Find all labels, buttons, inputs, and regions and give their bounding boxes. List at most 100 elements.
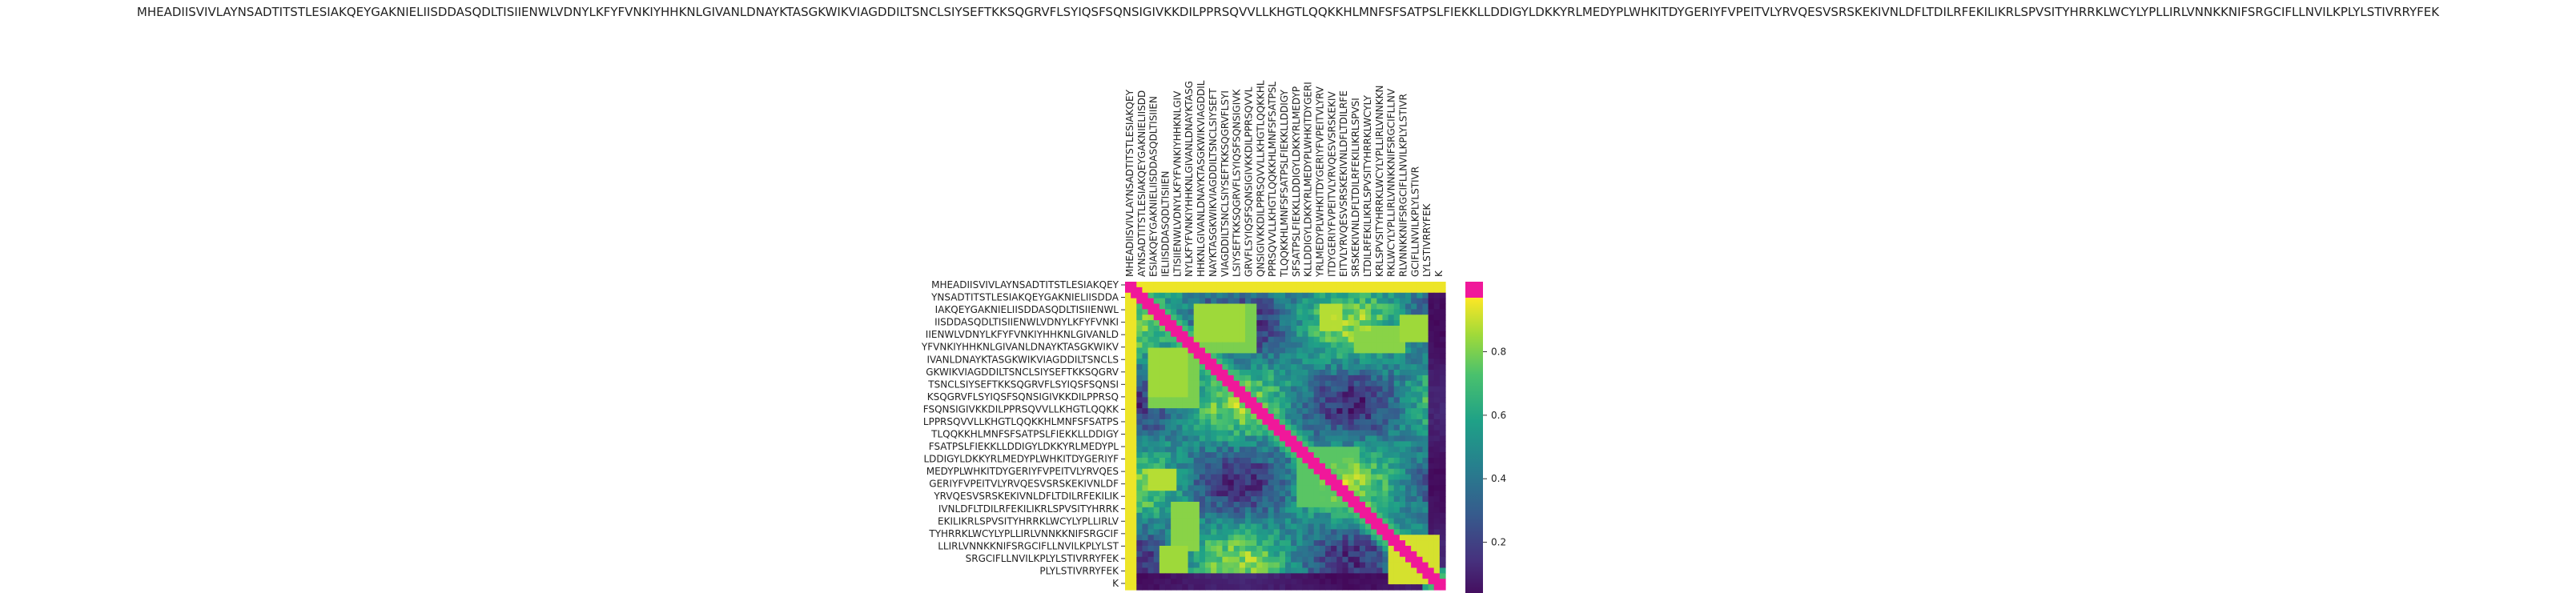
heatmap-cell (1433, 386, 1441, 393)
heatmap-cell (1136, 375, 1143, 382)
heatmap-cell (1296, 353, 1304, 359)
heatmap-cell (1336, 441, 1344, 447)
heatmap-cell (1273, 292, 1280, 299)
heatmap-cell (1342, 562, 1349, 569)
heatmap-cell (1285, 507, 1292, 514)
heatmap-cell (1211, 512, 1217, 519)
heatmap-cell (1313, 370, 1320, 376)
heatmap-cell (1211, 573, 1217, 579)
heatmap-cell (1211, 430, 1217, 437)
heatmap-cell (1433, 326, 1441, 332)
heatmap-cell (1291, 419, 1297, 426)
heatmap-cell (1125, 430, 1131, 437)
heatmap-cell (1176, 326, 1184, 332)
heatmap-cell (1142, 502, 1149, 508)
heatmap-cell (1411, 408, 1417, 415)
heatmap-cell (1228, 282, 1235, 288)
heatmap-cell (1176, 380, 1184, 387)
x-tick-label: GRVFLSYIQSFSQNSIGIVKKDILPPRSQVVL (1243, 86, 1254, 277)
heatmap-cell (1342, 397, 1349, 403)
heatmap-cell (1142, 507, 1149, 514)
heatmap-cell (1268, 414, 1275, 420)
heatmap-cell (1433, 562, 1441, 569)
heatmap-cell (1348, 447, 1355, 453)
heatmap-cell (1433, 523, 1441, 530)
heatmap-cell (1176, 320, 1184, 327)
heatmap-cell (1313, 468, 1320, 475)
heatmap-cell (1336, 463, 1344, 470)
heatmap-cell (1376, 364, 1384, 371)
heatmap-cell (1193, 502, 1200, 508)
heatmap-cell (1359, 331, 1366, 338)
heatmap-cell (1171, 556, 1177, 563)
heatmap-cell (1405, 364, 1412, 371)
heatmap-cell (1336, 347, 1344, 354)
heatmap-cell (1296, 364, 1304, 371)
heatmap-cell (1422, 408, 1429, 415)
heatmap-cell (1222, 540, 1229, 547)
heatmap-cell (1159, 424, 1166, 431)
heatmap-cell (1142, 303, 1149, 310)
heatmap-cell (1125, 474, 1131, 481)
heatmap-cell (1331, 364, 1337, 371)
heatmap-cell (1142, 573, 1149, 579)
heatmap-cell (1393, 370, 1401, 376)
heatmap-cell (1336, 419, 1344, 426)
heatmap-cell (1176, 286, 1184, 294)
heatmap-cell (1199, 414, 1206, 420)
heatmap-cell (1188, 579, 1195, 585)
heatmap-cell (1348, 512, 1355, 519)
heatmap-cell (1147, 414, 1155, 420)
heatmap-cell (1193, 479, 1200, 486)
heatmap-cell (1268, 529, 1275, 535)
heatmap-cell (1273, 331, 1280, 338)
heatmap-cell (1205, 359, 1212, 365)
heatmap-cell (1245, 485, 1252, 491)
heatmap-cell (1125, 452, 1131, 459)
heatmap-cell (1171, 347, 1177, 354)
heatmap-cell (1188, 298, 1195, 305)
heatmap-cell (1313, 326, 1320, 332)
heatmap-cell (1348, 298, 1355, 305)
heatmap-cell (1153, 556, 1160, 563)
heatmap-cell (1142, 380, 1149, 387)
heatmap-cell (1359, 282, 1366, 288)
heatmap-cell (1302, 430, 1309, 437)
heatmap-cell (1353, 386, 1360, 393)
heatmap-cell (1251, 403, 1257, 409)
heatmap-cell (1302, 518, 1309, 525)
heatmap-cell (1199, 375, 1206, 382)
heatmap-cell (1176, 447, 1184, 453)
heatmap-cell (1393, 452, 1401, 459)
heatmap-cell (1142, 567, 1149, 574)
heatmap-cell (1165, 414, 1171, 420)
heatmap-cell (1131, 353, 1137, 359)
heatmap-cell (1388, 452, 1395, 459)
heatmap-cell (1342, 419, 1349, 426)
heatmap-cell (1365, 391, 1372, 398)
heatmap-cell (1319, 292, 1326, 299)
heatmap-cell (1411, 485, 1417, 491)
heatmap-cell (1245, 359, 1252, 365)
heatmap-cell (1393, 540, 1401, 547)
heatmap-cell (1153, 463, 1160, 470)
heatmap-cell (1125, 567, 1131, 574)
heatmap-cell (1216, 507, 1224, 514)
heatmap-cell (1393, 380, 1401, 387)
heatmap-cell (1147, 468, 1155, 475)
heatmap-cell (1336, 380, 1344, 387)
heatmap-cell (1376, 529, 1384, 535)
heatmap-cell (1331, 518, 1337, 525)
heatmap-cell (1262, 458, 1269, 464)
heatmap-cell (1188, 518, 1195, 525)
heatmap-cell (1331, 551, 1337, 558)
heatmap-cell (1131, 529, 1137, 535)
heatmap-cell (1188, 353, 1195, 359)
heatmap-cell (1422, 529, 1429, 535)
heatmap-cell (1433, 573, 1441, 579)
heatmap-cell (1228, 485, 1235, 491)
heatmap-cell (1165, 535, 1171, 541)
heatmap-cell (1393, 523, 1401, 530)
heatmap-cell (1171, 567, 1177, 574)
heatmap-cell (1428, 496, 1435, 503)
